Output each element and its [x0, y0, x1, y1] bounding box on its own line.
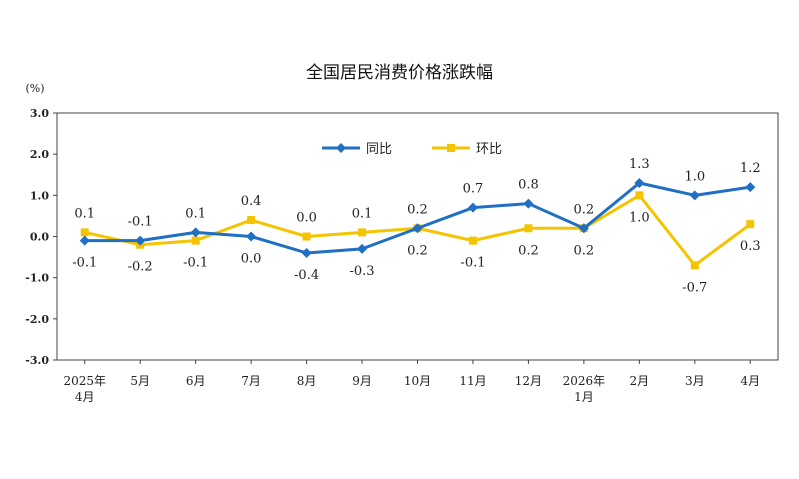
data-label-mom: 0.2 — [574, 243, 595, 258]
data-label-mom: -0.7 — [682, 280, 707, 295]
x-tick-label: 3月 — [685, 374, 705, 388]
data-label-mom: 0.2 — [407, 243, 428, 258]
x-tick-label: 2026年 — [563, 374, 606, 388]
data-label-yoy: 1.2 — [740, 161, 761, 176]
data-label-mom: 0.1 — [74, 206, 95, 221]
y-tick-label: 0.0 — [30, 231, 49, 244]
y-tick-label: -3.0 — [25, 354, 49, 367]
x-tick-label: 4月 — [740, 374, 760, 388]
data-label-yoy: 0.2 — [574, 202, 595, 217]
data-point-yoy — [190, 227, 201, 238]
data-point-mom — [302, 232, 311, 241]
x-tick-label: 12月 — [515, 374, 542, 388]
data-label-mom: 0.2 — [518, 243, 539, 258]
data-label-mom: 1.0 — [629, 210, 650, 225]
data-point-mom — [358, 228, 367, 237]
data-label-yoy: 0.7 — [463, 182, 484, 197]
data-point-mom — [524, 224, 533, 233]
data-point-yoy — [689, 190, 700, 201]
data-point-yoy — [523, 198, 534, 209]
chart-title: 全国居民消费价格涨跌幅 — [306, 63, 493, 83]
data-label-mom: 0.1 — [352, 206, 373, 221]
data-label-yoy: 1.3 — [629, 157, 650, 172]
data-label-mom: 0.4 — [241, 194, 262, 209]
y-tick-label: 1.0 — [30, 189, 49, 202]
data-point-yoy — [745, 182, 756, 193]
data-point-mom — [247, 216, 256, 225]
x-tick-label: 10月 — [404, 374, 431, 388]
x-tick-label: 7月 — [241, 374, 261, 388]
data-label-mom: 0.0 — [296, 211, 317, 226]
data-point-yoy — [578, 223, 589, 234]
data-point-mom — [746, 220, 755, 229]
data-point-yoy — [79, 235, 90, 246]
legend-marker-mom — [447, 144, 455, 152]
x-tick-label: 5月 — [130, 374, 150, 388]
data-label-yoy: 0.1 — [185, 206, 206, 221]
y-tick-label: -2.0 — [25, 313, 49, 326]
x-tick-label: 11月 — [459, 374, 486, 388]
data-label-yoy: -0.3 — [349, 264, 374, 279]
data-point-yoy — [135, 235, 146, 246]
x-tick-label: 2月 — [630, 374, 650, 388]
data-point-mom — [80, 228, 89, 237]
x-tick-label: 9月 — [352, 374, 372, 388]
data-point-mom — [468, 236, 477, 245]
data-label-mom: -0.2 — [128, 260, 153, 275]
data-label-mom: -0.1 — [460, 256, 485, 271]
data-label-yoy: -0.1 — [72, 256, 97, 271]
data-label-yoy: 0.8 — [518, 178, 539, 193]
y-tick-label: 3.0 — [30, 107, 49, 120]
y-tick-label: -1.0 — [25, 272, 49, 285]
data-point-mom — [690, 261, 699, 270]
data-point-yoy — [412, 223, 423, 234]
x-tick-label: 4月 — [75, 390, 95, 404]
legend-marker-yoy — [336, 143, 346, 153]
data-point-yoy — [634, 177, 645, 188]
data-point-yoy — [246, 231, 257, 242]
legend-label-yoy: 同比 — [366, 142, 392, 157]
data-point-mom — [635, 191, 644, 200]
data-label-mom: 0.3 — [740, 239, 761, 254]
legend-label-mom: 环比 — [476, 142, 502, 157]
data-label-yoy: 1.0 — [684, 169, 705, 184]
data-point-yoy — [357, 243, 368, 254]
data-point-yoy — [467, 202, 478, 213]
x-tick-label: 8月 — [297, 374, 317, 388]
x-tick-label: 1月 — [574, 390, 594, 404]
data-label-yoy: -0.1 — [128, 215, 153, 230]
data-label-yoy: 0.0 — [241, 252, 262, 267]
data-point-yoy — [301, 247, 312, 258]
x-tick-label: 2025年 — [63, 374, 106, 388]
y-tick-label: 2.0 — [30, 148, 49, 161]
data-point-mom — [191, 236, 200, 245]
y-axis-unit-label: (%) — [25, 82, 44, 95]
x-tick-label: 6月 — [186, 374, 206, 388]
data-label-mom: -0.1 — [183, 256, 208, 271]
data-label-yoy: -0.4 — [294, 268, 319, 283]
data-label-yoy: 0.2 — [407, 202, 428, 217]
